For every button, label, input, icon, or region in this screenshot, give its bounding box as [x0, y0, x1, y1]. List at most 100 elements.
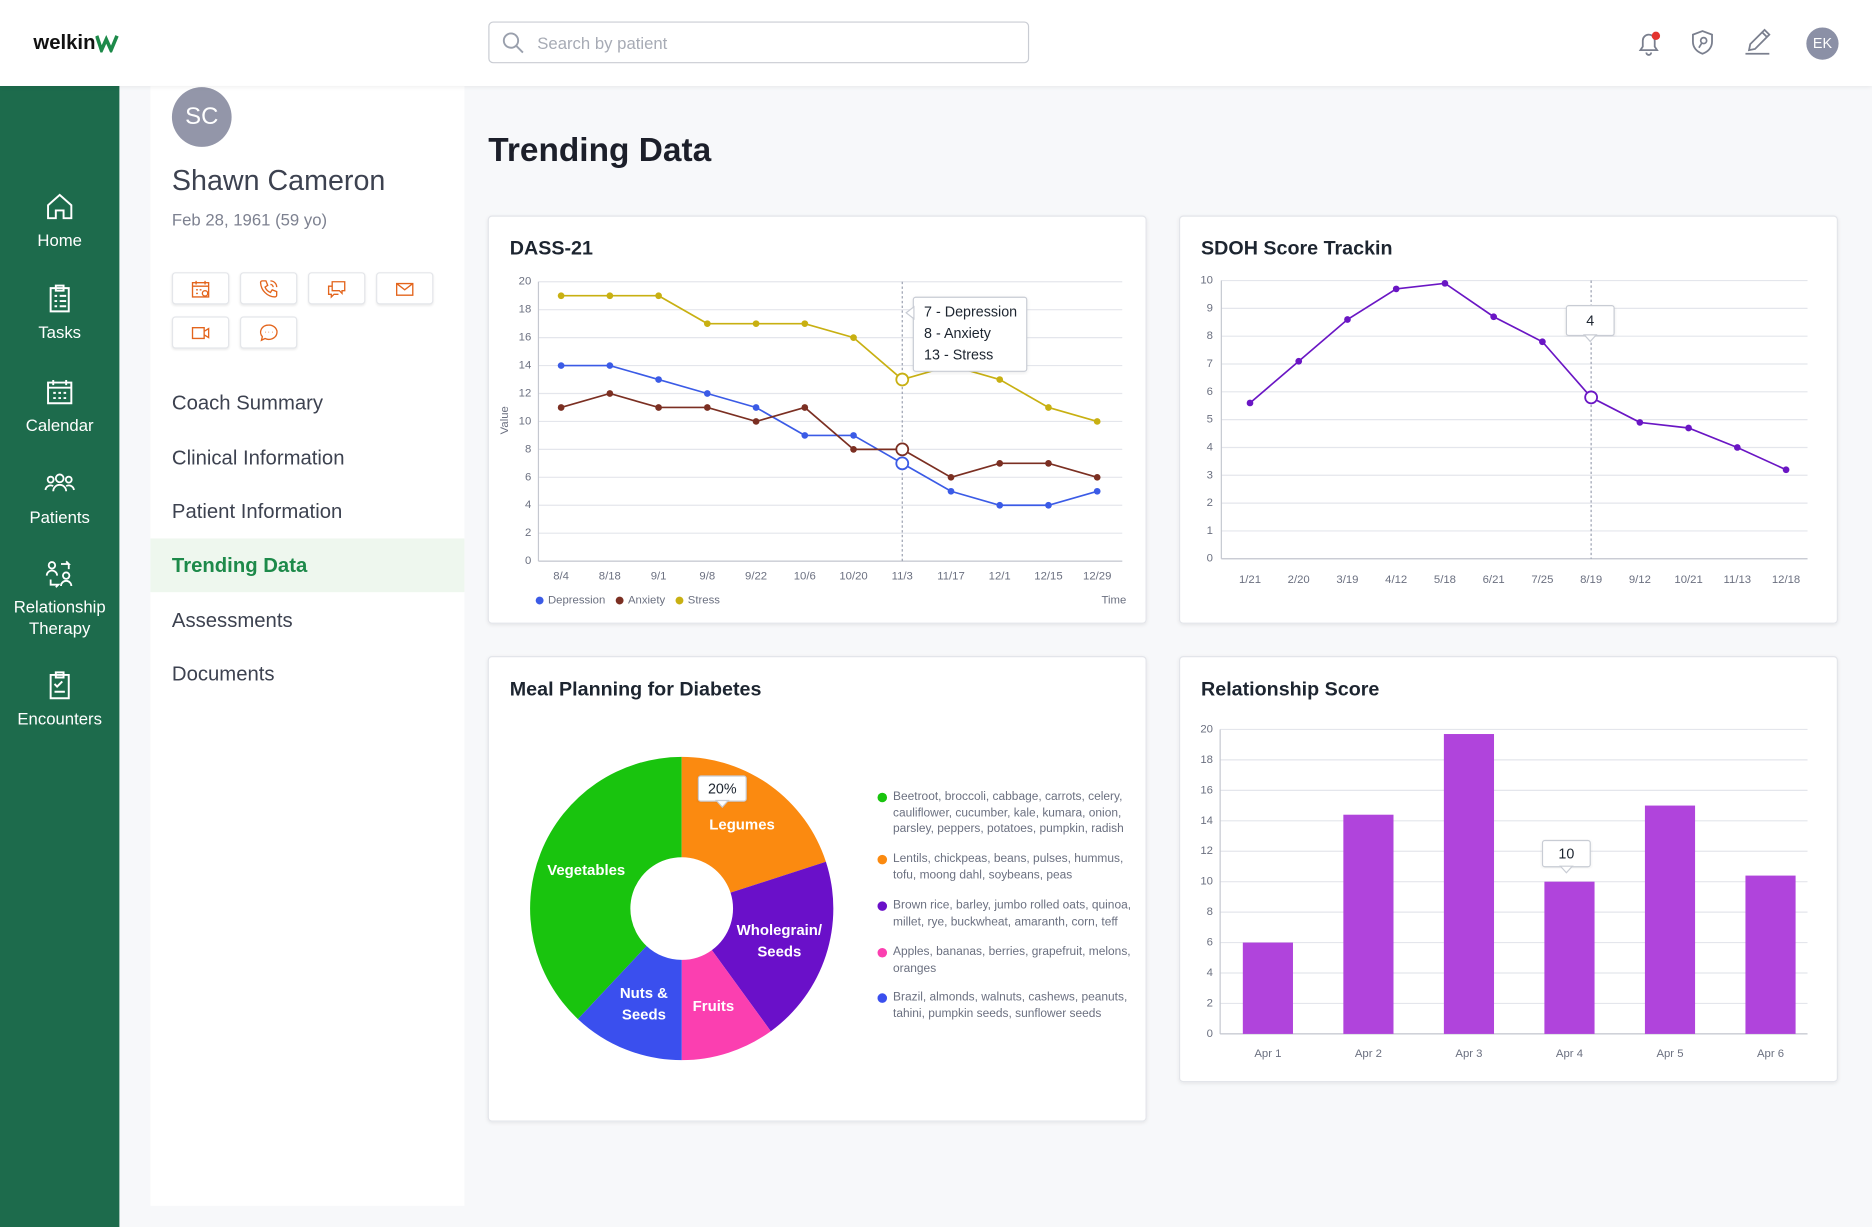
legend-label: Anxiety [628, 595, 665, 607]
menu-item[interactable]: Patient Information [171, 500, 343, 523]
point [850, 334, 857, 341]
bar [1745, 875, 1796, 1034]
y-tick-label: 7 [1207, 358, 1213, 370]
video-button[interactable] [171, 316, 230, 349]
x-tick-label: 11/3 [892, 571, 913, 583]
nav-calendar[interactable]: Calendar [0, 376, 119, 436]
point [655, 376, 662, 383]
x-axis-title: Time [1102, 595, 1127, 607]
search-box[interactable]: Search by patient [488, 21, 1030, 64]
chart-title: SDOH Score Trackin [1201, 238, 1392, 260]
x-tick-label: Apr 1 [1254, 1048, 1281, 1060]
relationship-icon [45, 560, 73, 588]
point [1441, 280, 1449, 287]
home-icon [47, 193, 73, 220]
legend-label: Stress [688, 595, 720, 607]
logo[interactable]: welkin [33, 31, 119, 55]
point [1045, 460, 1052, 467]
chart-card [487, 215, 1147, 624]
menu-item[interactable]: Trending Data [150, 538, 465, 593]
bar [1644, 805, 1696, 1034]
call-button[interactable] [239, 272, 298, 305]
nav-tasks[interactable]: Tasks [0, 283, 119, 343]
x-tick-label: 9/22 [745, 571, 767, 583]
bar [1343, 814, 1394, 1034]
tooltip-text: 10 [1558, 847, 1574, 863]
y-tick-label: 6 [1207, 937, 1213, 949]
top-bar: welkin Search by patient EK [0, 0, 1872, 86]
menu-item[interactable]: Coach Summary [171, 391, 324, 415]
menu-item[interactable]: Documents [171, 662, 275, 686]
message-button[interactable] [239, 316, 298, 349]
email-button[interactable] [376, 272, 434, 305]
point [703, 404, 711, 411]
series-line [560, 392, 1098, 479]
point [606, 292, 614, 300]
hover-point [895, 372, 910, 387]
y-tick-label: 2 [1207, 497, 1213, 509]
point [655, 404, 662, 411]
page-title: Trending Data [488, 131, 712, 169]
series-line [561, 364, 1098, 507]
tooltip-arrow [714, 799, 730, 808]
y-tick-label: 8 [525, 443, 531, 455]
y-tick-label: 3 [1207, 469, 1213, 481]
point [557, 292, 565, 300]
notifications-icon[interactable] [1633, 27, 1664, 58]
point [752, 320, 760, 328]
x-tick-label: 9/8 [699, 571, 715, 583]
video-icon [191, 326, 210, 339]
y-tick-label: 8 [1207, 330, 1213, 342]
nav-patients[interactable]: Patients [0, 468, 119, 528]
nav-label: Tasks [38, 322, 82, 342]
y-tick-label: 1 [1207, 525, 1213, 537]
nav-relationship-therapy[interactable]: Relationship Therapy [0, 558, 119, 639]
nav-encounters[interactable]: Encounters [0, 670, 119, 730]
x-tick-label: Apr 6 [1757, 1048, 1784, 1060]
nav-home[interactable]: Home [0, 191, 119, 251]
point [1093, 473, 1101, 481]
nav-label: Relationship Therapy [13, 596, 106, 638]
x-tick-label: Apr 2 [1355, 1048, 1382, 1060]
chat-button[interactable] [308, 272, 366, 305]
y-tick-label: 18 [519, 304, 532, 316]
y-tick-label: 14 [1200, 815, 1213, 827]
hover-point [895, 456, 910, 471]
bar [1544, 881, 1595, 1034]
x-tick-label: 8/19 [1580, 574, 1602, 586]
pie-slice [530, 756, 682, 1020]
x-tick-label: 6/21 [1483, 574, 1505, 586]
y-tick-label: 12 [1200, 845, 1213, 857]
y-tick-label: 16 [519, 332, 532, 344]
x-tick-label: 7/25 [1531, 574, 1553, 586]
point [752, 418, 760, 425]
tooltip-text: 20% [708, 782, 737, 798]
point [801, 404, 809, 411]
user-avatar[interactable]: EK [1806, 27, 1839, 60]
point [801, 320, 809, 328]
legend-marker [535, 596, 544, 605]
point [850, 432, 857, 439]
series-line [561, 294, 1098, 423]
x-tick-label: 11/17 [937, 571, 965, 583]
point [606, 390, 614, 397]
point [1733, 444, 1741, 451]
hover-point [895, 442, 910, 457]
security-icon[interactable] [1687, 27, 1718, 58]
menu-item[interactable]: Clinical Information [171, 446, 345, 470]
schedule-button[interactable] [171, 272, 230, 305]
patient-dob: Feb 28, 1961 (59 yo) [171, 210, 328, 230]
menu-item[interactable]: Assessments [171, 608, 293, 632]
point [703, 390, 711, 397]
y-tick-label: 18 [1200, 754, 1213, 766]
y-tick-label: 8 [1207, 906, 1213, 918]
x-tick-label: 9/12 [1629, 574, 1651, 586]
edit-icon[interactable] [1741, 26, 1774, 59]
y-tick-label: 4 [1207, 441, 1213, 453]
x-tick-label: 4/12 [1385, 574, 1407, 586]
x-tick-label: 1/21 [1239, 574, 1261, 586]
x-tick-label: 11/13 [1724, 574, 1752, 586]
